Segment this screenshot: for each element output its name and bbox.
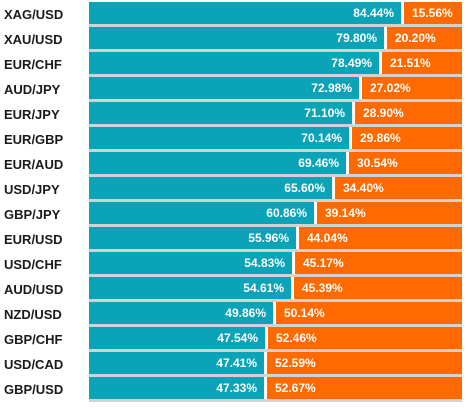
pair-label[interactable]: NZD/USD — [4, 307, 62, 322]
sentiment-row: EUR/CHF 78.49% 21.51% — [0, 52, 469, 77]
sentiment-row: AUD/USD 54.61% 45.39% — [0, 277, 469, 302]
long-segment: 55.96% — [89, 227, 296, 249]
pair-label[interactable]: AUD/USD — [4, 282, 64, 297]
segment-divider — [352, 102, 355, 124]
short-segment: 28.90% — [355, 102, 462, 124]
long-segment: 70.14% — [89, 127, 349, 149]
sentiment-bar: 54.61% 45.39% — [89, 277, 462, 299]
sentiment-bar: 79.80% 20.20% — [89, 27, 462, 49]
sentiment-bar: 71.10% 28.90% — [89, 102, 462, 124]
long-segment: 72.98% — [89, 77, 359, 99]
sentiment-bar: 55.96% 44.04% — [89, 227, 462, 249]
pair-label[interactable]: USD/CAD — [4, 357, 64, 372]
short-segment: 34.40% — [335, 177, 462, 199]
segment-divider — [314, 202, 317, 224]
pair-label[interactable]: EUR/GBP — [4, 132, 64, 147]
sentiment-row: EUR/AUD 69.46% 30.54% — [0, 152, 469, 177]
pair-label[interactable]: EUR/CHF — [4, 57, 62, 72]
long-segment: 69.46% — [89, 152, 346, 174]
short-segment: 52.67% — [267, 377, 462, 399]
long-segment: 78.49% — [89, 52, 379, 74]
segment-divider — [346, 152, 349, 174]
pair-label[interactable]: XAG/USD — [4, 7, 64, 22]
long-segment: 49.86% — [89, 302, 273, 324]
pair-label[interactable]: GBP/CHF — [4, 332, 63, 347]
segment-divider — [265, 327, 268, 349]
segment-divider — [384, 27, 387, 49]
long-segment: 71.10% — [89, 102, 352, 124]
short-segment: 52.46% — [268, 327, 462, 349]
short-segment: 45.39% — [294, 277, 462, 299]
short-segment: 30.54% — [349, 152, 462, 174]
short-segment: 21.51% — [382, 52, 462, 74]
segment-divider — [401, 2, 404, 24]
sentiment-bar: 65.60% 34.40% — [89, 177, 462, 199]
long-segment: 47.41% — [89, 352, 264, 374]
sentiment-bar: 49.86% 50.14% — [89, 302, 462, 324]
pair-label[interactable]: EUR/JPY — [4, 107, 60, 122]
sentiment-row: USD/CHF 54.83% 45.17% — [0, 252, 469, 277]
pair-label[interactable]: XAU/USD — [4, 32, 63, 47]
sentiment-row: USD/JPY 65.60% 34.40% — [0, 177, 469, 202]
sentiment-row: EUR/GBP 70.14% 29.86% — [0, 127, 469, 152]
sentiment-row: AUD/JPY 72.98% 27.02% — [0, 77, 469, 102]
segment-divider — [379, 52, 382, 74]
long-segment: 54.83% — [89, 252, 292, 274]
sentiment-row: EUR/USD 55.96% 44.04% — [0, 227, 469, 252]
sentiment-bar: 47.41% 52.59% — [89, 352, 462, 374]
sentiment-bar: 70.14% 29.86% — [89, 127, 462, 149]
sentiment-row: GBP/JPY 60.86% 39.14% — [0, 202, 469, 227]
short-segment: 20.20% — [387, 27, 462, 49]
sentiment-bar: 78.49% 21.51% — [89, 52, 462, 74]
sentiment-row: GBP/CHF 47.54% 52.46% — [0, 327, 469, 352]
segment-divider — [296, 227, 299, 249]
long-segment: 47.33% — [89, 377, 264, 399]
short-segment: 45.17% — [295, 252, 462, 274]
long-segment: 54.61% — [89, 277, 291, 299]
short-segment: 29.86% — [352, 127, 462, 149]
short-segment: 27.02% — [362, 77, 462, 99]
sentiment-row: NZD/USD 49.86% 50.14% — [0, 302, 469, 327]
pair-label[interactable]: EUR/USD — [4, 232, 63, 247]
sentiment-bar: 69.46% 30.54% — [89, 152, 462, 174]
pair-label[interactable]: EUR/AUD — [4, 157, 64, 172]
long-segment: 60.86% — [89, 202, 314, 224]
segment-divider — [292, 252, 295, 274]
segment-divider — [291, 277, 294, 299]
pair-label[interactable]: USD/CHF — [4, 257, 62, 272]
pair-label[interactable]: AUD/JPY — [4, 82, 61, 97]
sentiment-row: XAU/USD 79.80% 20.20% — [0, 27, 469, 52]
segment-divider — [264, 352, 267, 374]
sentiment-row: USD/CAD 47.41% 52.59% — [0, 352, 469, 377]
sentiment-row: GBP/USD 47.33% 52.67% — [0, 377, 469, 402]
segment-divider — [332, 177, 335, 199]
short-segment: 50.14% — [276, 302, 462, 324]
sentiment-bar: 84.44% 15.56% — [89, 2, 462, 24]
long-segment: 65.60% — [89, 177, 332, 199]
sentiment-bar: 47.33% 52.67% — [89, 377, 462, 399]
sentiment-row: EUR/JPY 71.10% 28.90% — [0, 102, 469, 127]
pair-label[interactable]: USD/JPY — [4, 182, 60, 197]
segment-divider — [349, 127, 352, 149]
segment-divider — [273, 302, 276, 324]
segment-divider — [359, 77, 362, 99]
long-segment: 84.44% — [89, 2, 401, 24]
long-segment: 79.80% — [89, 27, 384, 49]
sentiment-bar: 60.86% 39.14% — [89, 202, 462, 224]
sentiment-bar: 72.98% 27.02% — [89, 77, 462, 99]
sentiment-bar: 54.83% 45.17% — [89, 252, 462, 274]
short-segment: 15.56% — [404, 2, 462, 24]
sentiment-bar: 47.54% 52.46% — [89, 327, 462, 349]
pair-label[interactable]: GBP/USD — [4, 382, 64, 397]
pair-label[interactable]: GBP/JPY — [4, 207, 61, 222]
sentiment-row: XAG/USD 84.44% 15.56% — [0, 2, 469, 27]
short-segment: 44.04% — [299, 227, 462, 249]
segment-divider — [264, 377, 267, 399]
short-segment: 39.14% — [317, 202, 462, 224]
long-segment: 47.54% — [89, 327, 265, 349]
short-segment: 52.59% — [267, 352, 462, 374]
